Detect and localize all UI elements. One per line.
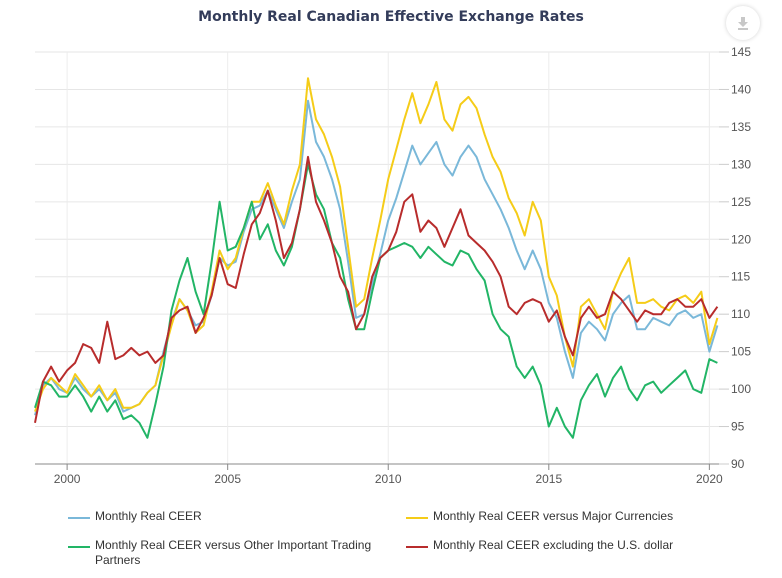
legend-label: Monthly Real CEER — [95, 509, 202, 523]
legend-label: Monthly Real CEER versus Other Important… — [95, 538, 372, 567]
download-button[interactable] — [726, 6, 760, 40]
y-tick-label: 115 — [731, 270, 750, 284]
chart-title: Monthly Real Canadian Effective Exchange… — [198, 9, 584, 25]
y-tick-label: 90 — [731, 457, 745, 471]
x-tick-label: 2010 — [375, 472, 402, 486]
y-tick-label: 135 — [731, 120, 751, 134]
series-lines — [34, 77, 719, 439]
x-tick-label: 2000 — [54, 472, 81, 486]
y-axis-ticks: 90 95 100 105 110 115 120 125 130 135 140 145 — [719, 45, 751, 471]
x-gridlines — [66, 52, 710, 464]
y-tick-label: 140 — [731, 82, 751, 96]
series-line-excluding-usd[interactable] — [34, 155, 719, 423]
legend-swatch — [68, 517, 90, 519]
download-icon — [738, 17, 748, 30]
y-tick-label: 125 — [731, 195, 751, 209]
y-tick-label: 100 — [731, 382, 751, 396]
y-tick-label: 130 — [731, 157, 751, 171]
legend-item-excluding-usd[interactable]: Monthly Real CEER excluding the U.S. dol… — [406, 538, 733, 553]
y-tick-label: 110 — [731, 307, 750, 321]
y-tick-label: 105 — [731, 345, 751, 359]
legend-item-real-ceer[interactable]: Monthly Real CEER — [68, 509, 395, 524]
x-tick-label: 2020 — [696, 472, 723, 486]
x-axis-ticks: 2000 2005 2010 2015 2020 — [54, 464, 723, 486]
legend-item-other-partners[interactable]: Monthly Real CEER versus Other Important… — [68, 538, 400, 568]
legend-swatch — [68, 546, 90, 548]
legend-swatch — [406, 517, 428, 519]
y-tick-label: 145 — [731, 45, 751, 59]
x-tick-label: 2005 — [214, 472, 241, 486]
series-line-real-ceer[interactable] — [34, 99, 719, 416]
legend-item-major-currencies[interactable]: Monthly Real CEER versus Major Currencie… — [406, 509, 733, 524]
series-line-other-partners[interactable] — [34, 163, 718, 439]
legend-swatch — [406, 546, 428, 548]
series-line-major-currencies[interactable] — [34, 77, 719, 412]
y-tick-label: 120 — [731, 232, 751, 246]
y-tick-label: 95 — [731, 420, 745, 434]
x-tick-label: 2015 — [535, 472, 562, 486]
legend-label: Monthly Real CEER versus Major Currencie… — [433, 509, 674, 523]
legend-label: Monthly Real CEER excluding the U.S. dol… — [433, 538, 674, 552]
